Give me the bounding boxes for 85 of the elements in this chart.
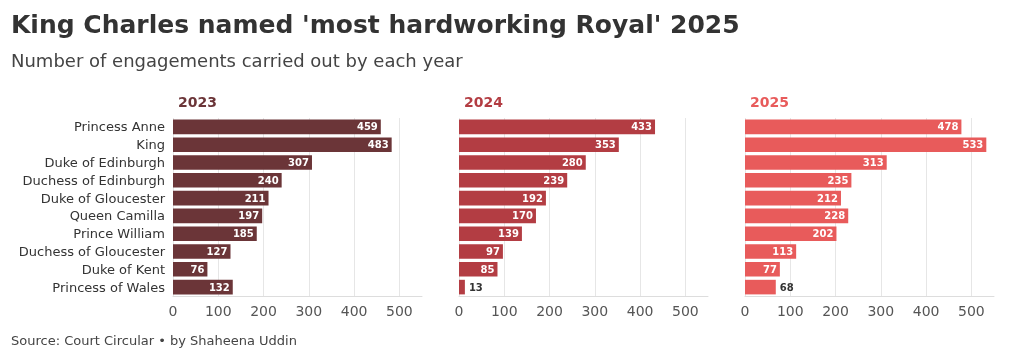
chart-title: 2024 — [464, 94, 504, 110]
data-label: 76 — [190, 263, 205, 275]
data-label: 533 — [962, 139, 984, 151]
x-tick-label: 0 — [454, 303, 464, 319]
data-label: 197 — [238, 210, 260, 222]
x-tick-label: 100 — [490, 303, 518, 319]
bar — [173, 137, 392, 152]
text: Number of engagements carried out by each year — [11, 50, 463, 71]
x-tick-label: 500 — [958, 303, 985, 319]
x-tick-label: 0 — [168, 303, 178, 319]
data-label: 212 — [817, 192, 839, 204]
data-label: 202 — [812, 228, 834, 240]
data-label: 113 — [772, 246, 794, 257]
data-label: 185 — [232, 228, 254, 240]
y-tick-label: Queen Camilla — [69, 208, 165, 224]
bar — [745, 262, 780, 277]
bar — [459, 119, 656, 135]
data-label: 139 — [498, 228, 519, 240]
data-label: 85 — [480, 263, 495, 275]
bar — [173, 119, 381, 135]
bar — [459, 137, 619, 152]
y-tick-label: Duchess of Edinburgh — [22, 172, 165, 188]
x-tick-label: 500 — [672, 303, 699, 319]
data-label: 280 — [561, 157, 583, 168]
source-note: Source: Court Circular • by Shaheena Uddin — [11, 333, 297, 348]
data-label: 478 — [937, 121, 959, 133]
bar — [745, 119, 962, 135]
bar — [459, 226, 522, 241]
x-tick-label: 200 — [250, 303, 277, 319]
y-tick-label: Princess of Wales — [52, 279, 166, 295]
data-label: 228 — [824, 210, 846, 222]
text: King Charles named 'most hardworking Royal' 2025 — [11, 10, 740, 39]
x-tick-label: 0 — [740, 303, 750, 319]
y-tick-label: King — [136, 137, 165, 153]
data-label: 170 — [512, 210, 533, 222]
bar — [745, 137, 987, 152]
bar — [173, 155, 312, 170]
x-tick-label: 400 — [912, 303, 940, 319]
data-label: 433 — [631, 121, 653, 133]
bar — [173, 173, 282, 188]
data-label: 132 — [208, 281, 230, 293]
x-tick-label: 400 — [626, 303, 654, 319]
data-label: 127 — [206, 246, 228, 257]
bar — [173, 226, 257, 241]
data-label: 211 — [244, 192, 266, 204]
bar — [459, 279, 465, 295]
bar — [745, 279, 776, 295]
data-label: 459 — [356, 121, 378, 133]
x-tick-label: 200 — [536, 303, 563, 319]
y-tick-label: Prince William — [73, 226, 165, 242]
y-tick-label: Duke of Kent — [81, 261, 165, 277]
bar — [459, 155, 586, 170]
bar — [745, 155, 887, 170]
data-label: 483 — [367, 139, 389, 151]
x-tick-label: 400 — [340, 303, 368, 319]
data-label: 13 — [468, 281, 483, 293]
data-label: 239 — [543, 174, 565, 186]
y-tick-label: Duchess of Gloucester — [18, 244, 166, 259]
bar — [745, 173, 852, 188]
data-label: 192 — [522, 192, 543, 204]
y-tick-label: Duke of Edinburgh — [44, 155, 165, 170]
data-label: 77 — [762, 263, 777, 275]
data-label: 307 — [288, 157, 310, 168]
y-tick-label: Duke of Gloucester — [40, 190, 166, 206]
x-tick-label: 300 — [581, 303, 609, 319]
data-label: 235 — [827, 174, 849, 186]
bar — [745, 226, 837, 241]
x-tick-label: 300 — [295, 303, 323, 319]
x-tick-label: 100 — [204, 303, 232, 319]
bar — [173, 244, 231, 259]
data-label: 353 — [594, 139, 616, 151]
data-label: 97 — [485, 246, 500, 257]
bar — [459, 173, 568, 188]
bar — [745, 244, 797, 259]
x-tick-label: 300 — [867, 303, 895, 319]
data-label: 313 — [862, 157, 884, 168]
x-tick-label: 500 — [386, 303, 413, 319]
x-tick-label: 100 — [776, 303, 804, 319]
y-tick-label: Princess Anne — [74, 119, 165, 135]
bar — [459, 244, 503, 259]
chart-title: 2023 — [178, 94, 217, 110]
data-label: 240 — [257, 174, 279, 186]
data-label: 68 — [779, 281, 794, 293]
x-tick-label: 200 — [822, 303, 849, 319]
chart-title: 2025 — [750, 94, 789, 110]
